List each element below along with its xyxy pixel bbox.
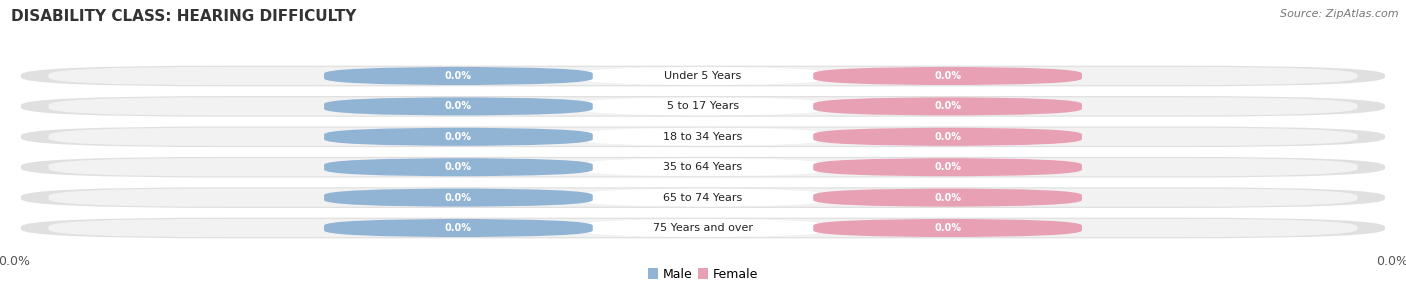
FancyBboxPatch shape xyxy=(323,158,593,176)
Text: 65 to 74 Years: 65 to 74 Years xyxy=(664,193,742,202)
FancyBboxPatch shape xyxy=(323,188,593,207)
Text: 5 to 17 Years: 5 to 17 Years xyxy=(666,102,740,111)
FancyBboxPatch shape xyxy=(813,158,1083,176)
FancyBboxPatch shape xyxy=(48,158,1358,176)
Legend: Male, Female: Male, Female xyxy=(643,263,763,286)
FancyBboxPatch shape xyxy=(48,97,1358,116)
Text: Source: ZipAtlas.com: Source: ZipAtlas.com xyxy=(1281,9,1399,19)
FancyBboxPatch shape xyxy=(21,157,1385,178)
FancyBboxPatch shape xyxy=(48,67,1358,85)
Text: 18 to 34 Years: 18 to 34 Years xyxy=(664,132,742,142)
FancyBboxPatch shape xyxy=(323,67,593,85)
FancyBboxPatch shape xyxy=(579,188,827,207)
FancyBboxPatch shape xyxy=(579,158,827,176)
FancyBboxPatch shape xyxy=(323,128,593,146)
FancyBboxPatch shape xyxy=(48,219,1358,237)
FancyBboxPatch shape xyxy=(323,219,593,237)
FancyBboxPatch shape xyxy=(579,219,827,237)
Text: 0.0%: 0.0% xyxy=(444,193,472,202)
FancyBboxPatch shape xyxy=(323,97,593,116)
FancyBboxPatch shape xyxy=(48,128,1358,146)
Text: 0.0%: 0.0% xyxy=(444,71,472,81)
FancyBboxPatch shape xyxy=(813,188,1083,207)
FancyBboxPatch shape xyxy=(21,218,1385,238)
FancyBboxPatch shape xyxy=(21,126,1385,147)
Text: 0.0%: 0.0% xyxy=(444,162,472,172)
Text: 0.0%: 0.0% xyxy=(934,132,962,142)
Text: 35 to 64 Years: 35 to 64 Years xyxy=(664,162,742,172)
FancyBboxPatch shape xyxy=(48,188,1358,207)
Text: 0.0%: 0.0% xyxy=(934,162,962,172)
Text: 75 Years and over: 75 Years and over xyxy=(652,223,754,233)
FancyBboxPatch shape xyxy=(813,128,1083,146)
FancyBboxPatch shape xyxy=(21,187,1385,208)
Text: 0.0%: 0.0% xyxy=(444,102,472,111)
FancyBboxPatch shape xyxy=(579,128,827,146)
Text: 0.0%: 0.0% xyxy=(934,223,962,233)
FancyBboxPatch shape xyxy=(813,97,1083,116)
Text: 0.0%: 0.0% xyxy=(444,223,472,233)
Text: 0.0%: 0.0% xyxy=(934,71,962,81)
Text: 0.0%: 0.0% xyxy=(444,132,472,142)
FancyBboxPatch shape xyxy=(813,67,1083,85)
FancyBboxPatch shape xyxy=(21,96,1385,117)
Text: 0.0%: 0.0% xyxy=(934,102,962,111)
FancyBboxPatch shape xyxy=(579,67,827,85)
FancyBboxPatch shape xyxy=(579,97,827,116)
Text: 0.0%: 0.0% xyxy=(934,193,962,202)
FancyBboxPatch shape xyxy=(813,219,1083,237)
Text: DISABILITY CLASS: HEARING DIFFICULTY: DISABILITY CLASS: HEARING DIFFICULTY xyxy=(11,9,357,24)
Text: Under 5 Years: Under 5 Years xyxy=(665,71,741,81)
FancyBboxPatch shape xyxy=(21,66,1385,86)
